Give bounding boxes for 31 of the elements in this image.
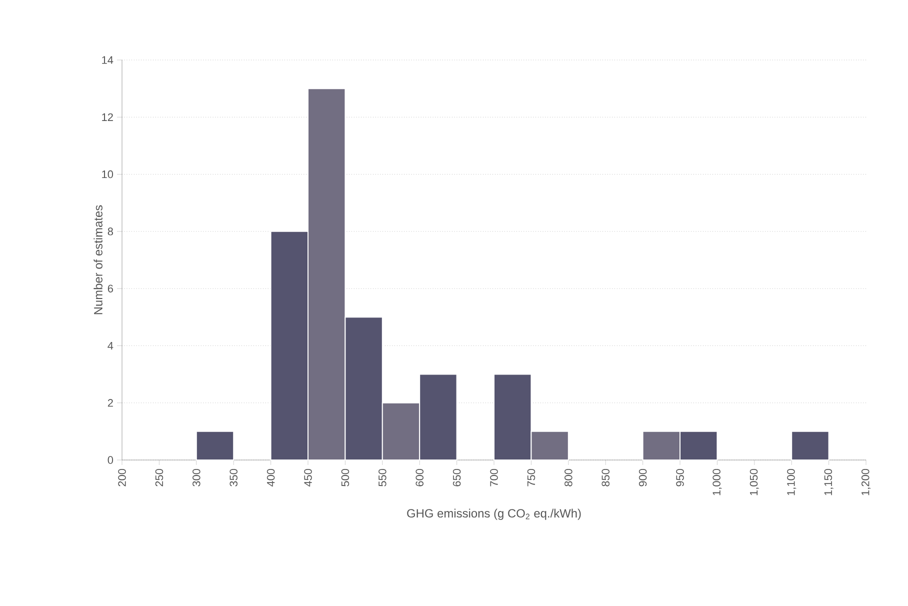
x-tick-label: 800: [564, 468, 572, 486]
y-axis-title: Number of estimates: [94, 205, 102, 314]
x-tick-label: 1,200: [861, 468, 871, 496]
y-tick-label: 10: [102, 170, 114, 178]
x-tick-label: 500: [341, 468, 350, 486]
x-tick-label: 850: [602, 468, 610, 486]
y-tick-label: 4: [108, 342, 114, 350]
x-tick-label: 950: [676, 468, 684, 486]
x-tick-label: 250: [155, 468, 164, 486]
y-tick-label: 0: [108, 456, 114, 464]
x-tick-label: 1,000: [712, 468, 722, 496]
x-tick-label: 1,100: [787, 468, 796, 496]
y-tick-label: 2: [108, 399, 113, 407]
y-tick-label: 14: [102, 56, 114, 64]
y-tick-label: 12: [102, 113, 113, 121]
x-tick-label: 200: [118, 468, 126, 486]
x-tick-label: 400: [266, 468, 275, 487]
x-tick-label: 450: [304, 468, 312, 487]
x-tick-label: 350: [230, 468, 238, 486]
x-tick-label: 600: [416, 468, 424, 486]
x-tick-label: 750: [527, 468, 536, 486]
y-tick-label: 8: [108, 228, 113, 236]
x-tick-label: 700: [490, 468, 498, 486]
x-tick-label: 650: [452, 468, 461, 486]
x-tick-label: 1,050: [750, 468, 759, 496]
x-axis-title: GHG emissions (g CO$_{2}$ eq./kWh): [407, 508, 581, 520]
x-tick-label: 550: [378, 468, 386, 486]
x-tick-label: 1,150: [824, 468, 834, 496]
y-tick-label: 6: [108, 284, 113, 292]
x-tick-label: 300: [192, 468, 200, 486]
x-tick-label: 900: [638, 468, 647, 486]
